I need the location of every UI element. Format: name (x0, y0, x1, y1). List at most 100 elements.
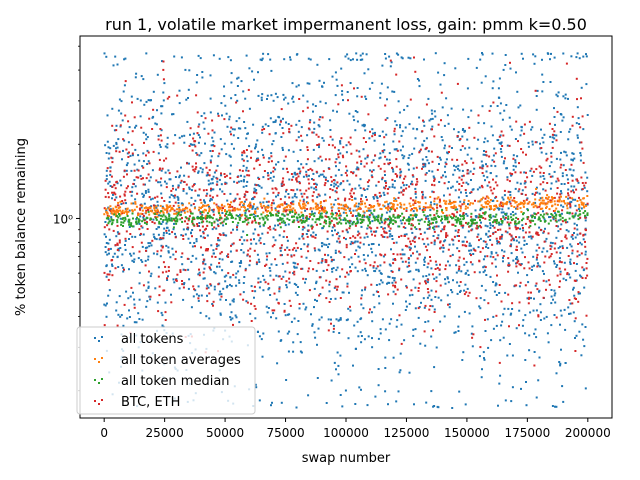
scatter-point (359, 58, 362, 61)
scatter-point (207, 248, 209, 250)
scatter-point (386, 192, 389, 195)
scatter-point (339, 218, 342, 221)
scatter-point (444, 171, 446, 174)
scatter-point (357, 167, 360, 170)
scatter-point (402, 145, 404, 148)
scatter-point (584, 250, 587, 253)
scatter-point (546, 194, 549, 197)
scatter-point (292, 203, 295, 206)
scatter-point (260, 213, 263, 216)
scatter-point (167, 206, 170, 209)
scatter-point (253, 285, 256, 288)
scatter-point (498, 221, 500, 224)
scatter-point (285, 188, 288, 191)
scatter-point (274, 168, 277, 171)
scatter-point (223, 193, 226, 195)
scatter-point (458, 188, 461, 191)
scatter-point (111, 263, 113, 266)
scatter-point (554, 219, 557, 222)
scatter-point (533, 332, 536, 335)
scatter-point (315, 204, 318, 207)
scatter-point (337, 153, 340, 156)
scatter-point (194, 168, 197, 170)
scatter-point (537, 314, 540, 317)
scatter-point (318, 194, 321, 197)
scatter-point (369, 209, 372, 212)
scatter-point (377, 214, 380, 217)
scatter-point (105, 178, 108, 181)
scatter-point (128, 223, 131, 226)
scatter-point (546, 157, 549, 160)
scatter-point (206, 300, 209, 303)
scatter-point (286, 171, 289, 174)
scatter-point (506, 221, 509, 224)
scatter-point (240, 261, 243, 264)
scatter-point (359, 178, 362, 181)
scatter-point (218, 293, 221, 296)
scatter-point (173, 222, 175, 225)
scatter-point (305, 233, 308, 235)
scatter-point (295, 139, 298, 142)
scatter-point (256, 206, 259, 209)
scatter-point (244, 267, 247, 270)
scatter-point (458, 390, 461, 393)
scatter-point (467, 274, 470, 276)
scatter-point (374, 193, 377, 196)
scatter-point (443, 315, 446, 318)
scatter-point (576, 179, 579, 182)
scatter-point (445, 97, 448, 100)
scatter-point (567, 197, 570, 200)
scatter-point (345, 228, 348, 231)
scatter-point (528, 334, 531, 337)
scatter-point (265, 205, 268, 208)
scatter-point (134, 126, 136, 129)
scatter-point (431, 183, 433, 186)
scatter-point (515, 284, 518, 287)
scatter-point (584, 326, 587, 328)
scatter-point (458, 268, 461, 270)
scatter-point (557, 219, 560, 222)
scatter-point (340, 84, 343, 87)
scatter-point (284, 206, 287, 209)
scatter-point (435, 263, 438, 266)
scatter-point (576, 228, 579, 231)
scatter-point (469, 170, 472, 173)
scatter-point (323, 81, 325, 84)
scatter-point (518, 263, 521, 266)
scatter-point (510, 219, 513, 221)
scatter-point (543, 218, 546, 221)
scatter-point (409, 98, 412, 101)
scatter-point (560, 190, 562, 193)
scatter-point (384, 356, 387, 359)
scatter-point (266, 231, 269, 234)
scatter-point (549, 199, 552, 202)
scatter-point (570, 163, 573, 166)
scatter-point (388, 235, 391, 238)
scatter-point (197, 125, 200, 128)
scatter-point (201, 225, 204, 228)
scatter-point (309, 58, 312, 61)
scatter-point (438, 156, 441, 159)
scatter-point (270, 263, 273, 266)
scatter-point (325, 402, 328, 404)
scatter-point (566, 207, 569, 210)
scatter-point (466, 169, 469, 172)
scatter-point (403, 207, 405, 210)
scatter-point (166, 136, 169, 139)
scatter-point (387, 403, 389, 406)
scatter-point (182, 228, 185, 231)
scatter-point (326, 237, 329, 240)
scatter-point (551, 242, 554, 245)
scatter-point (403, 253, 406, 256)
scatter-point (307, 270, 310, 273)
scatter-point (142, 131, 145, 134)
scatter-point (330, 256, 333, 259)
scatter-point (554, 203, 557, 206)
scatter-point (135, 72, 138, 75)
scatter-point (311, 169, 314, 172)
scatter-point (401, 130, 404, 133)
scatter-point (310, 213, 313, 216)
scatter-point (560, 240, 563, 243)
scatter-point (482, 212, 485, 215)
scatter-point (395, 200, 398, 202)
